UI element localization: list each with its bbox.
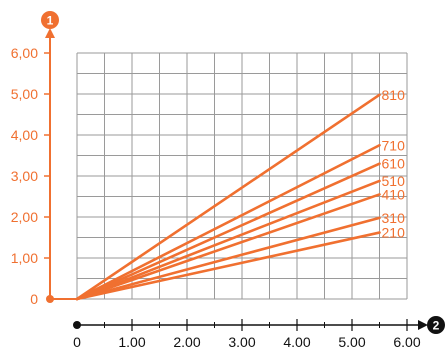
series-label-310: 310 [382,210,406,226]
series-label-410: 410 [382,186,406,202]
x-tick-label: 4.00 [283,334,310,349]
x-axis-marker-label: 2 [433,319,440,333]
x-axis-marker [427,316,445,334]
y-axis-arrow [45,28,55,38]
x-tick-label: 0 [73,334,81,349]
series-line-710 [75,143,381,301]
y-axis-marker [41,11,59,29]
y-tick-label: 0 [30,291,38,307]
x-tick-label: 6.00 [393,334,420,349]
x-axis-origin-dot [73,321,81,329]
series-label-710: 710 [382,137,406,153]
series-label-210: 210 [382,225,406,241]
y-axis-origin-dot [46,295,54,303]
axes: 12 [41,11,445,334]
x-tick-label: 2.00 [173,334,200,349]
series-label-610: 610 [382,156,406,172]
series-lines [75,93,381,301]
series-line-810 [75,93,381,301]
series-line-210 [75,231,381,301]
y-tick-label: 1,00 [11,250,38,266]
y-tick-label: 4,00 [11,127,38,143]
y-tick-label: 2,00 [11,209,38,225]
series-label-510: 510 [382,173,406,189]
series-line-410 [75,193,381,301]
series-label-810: 810 [382,87,406,103]
series-line-310 [75,216,381,301]
y-axis-marker-label: 1 [47,14,54,28]
x-tick-label: 3.00 [228,334,255,349]
y-tick-label: 3,00 [11,168,38,184]
series-line-510 [75,179,381,301]
x-tick-label: 5.00 [338,334,365,349]
y-tick-label: 6,00 [11,45,38,61]
series-line-610 [75,162,381,301]
labels: 0 1,00 2,00 3,00 4,00 5,00 6,00 0 1.00 2.00 3.00 4.… [11,45,421,349]
y-tick-label: 5,00 [11,86,38,102]
x-tick-label: 1.00 [118,334,145,349]
x-axis-arrow [418,320,428,330]
